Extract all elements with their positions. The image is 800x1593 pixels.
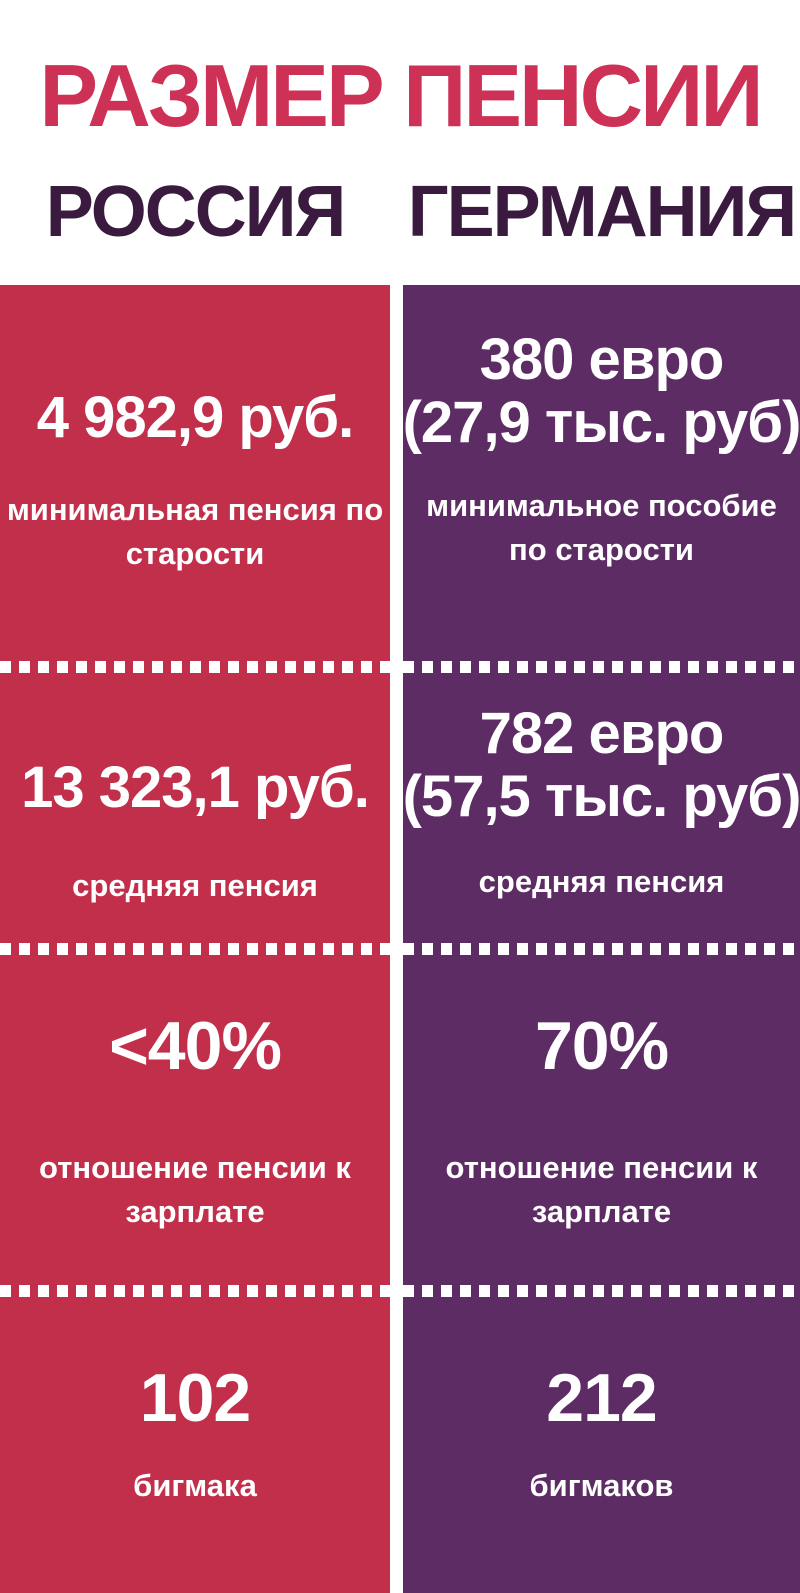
stat-value-line: (27,9 тыс. руб) [402,389,800,455]
stat-label: средняя пенсия [72,867,318,903]
stat-value: 102 [139,1360,251,1436]
germany-bigmac-cell: 212 бигмаков [403,1297,800,1593]
stat-label-line: отношение пенсии к [39,1150,351,1186]
stat-value: 13 323,1 руб. [21,755,370,820]
stat-value: <40% [109,1008,282,1084]
stat-label: средняя пенсия [478,864,725,900]
russia-avg-pension-cell: 13 323,1 руб. средняя пенсия [0,673,390,943]
germany-avg-pension-cell: 782 евро (57,5 тыс. руб) средняя пенсия [403,673,800,943]
russia-ratio-cell: <40% отношение пенсии к зарплате [0,955,390,1285]
stat-label-line: отношение пенсии к [445,1150,758,1186]
stat-value-line: 782 евро [479,701,725,766]
russia-min-pension-cell: 4 982,9 руб. минимальная пенсия по старо… [0,285,390,661]
comparison-columns: 4 982,9 руб. минимальная пенсия по старо… [0,285,800,1593]
dashed-separator [0,943,390,955]
country-header-germany: ГЕРМАНИЯ [407,172,797,252]
country-headers: РОССИЯ ГЕРМАНИЯ [0,176,800,248]
country-header-russia: РОССИЯ [45,172,347,252]
dashed-separator [0,661,390,673]
dashed-separator [0,1285,390,1297]
stat-value: 782 евро (57,5 тыс. руб) [402,701,800,829]
stat-value: 4 982,9 руб. [36,385,354,450]
stat-label: бигмаков [529,1468,674,1504]
stat-label: отношение пенсии к зарплате [39,1146,351,1234]
germany-ratio-cell: 70% отношение пенсии к зарплате [403,955,800,1285]
stat-label: бигмака [133,1468,257,1504]
stat-value: 70% [534,1008,669,1084]
page-title: РАЗМЕР ПЕНСИИ [39,46,763,145]
stat-label: отношение пенсии к зарплате [446,1146,758,1234]
stat-value-line: (57,5 тыс. руб) [402,763,800,829]
stat-label-line: минимальная пенсия по [6,491,384,527]
stat-label-line: зарплате [125,1194,265,1230]
stat-value-line: 380 евро [479,327,725,392]
russia-bigmac-cell: 102 бигмака [0,1297,390,1593]
dashed-separator [403,943,800,955]
dashed-separator [403,661,800,673]
stat-value: 212 [546,1360,657,1436]
stat-label-line: старости [125,535,265,571]
header-gap [390,176,403,248]
column-gap [390,285,403,1593]
russia-column: 4 982,9 руб. минимальная пенсия по старо… [0,285,390,1593]
stat-label-line: зарплате [531,1194,672,1230]
stat-value: 380 евро (27,9 тыс. руб) [402,327,800,455]
stat-label: минимальная пенсия по старости [7,488,383,576]
germany-min-benefit-cell: 380 евро (27,9 тыс. руб) минимальное пос… [403,285,800,661]
stat-label-line: по старости [509,532,694,568]
dashed-separator [403,1285,800,1297]
germany-column: 380 евро (27,9 тыс. руб) минимальное пос… [403,285,800,1593]
stat-label: минимальное пособие по старости [426,484,777,572]
stat-label-line: минимальное пособие [426,488,777,524]
